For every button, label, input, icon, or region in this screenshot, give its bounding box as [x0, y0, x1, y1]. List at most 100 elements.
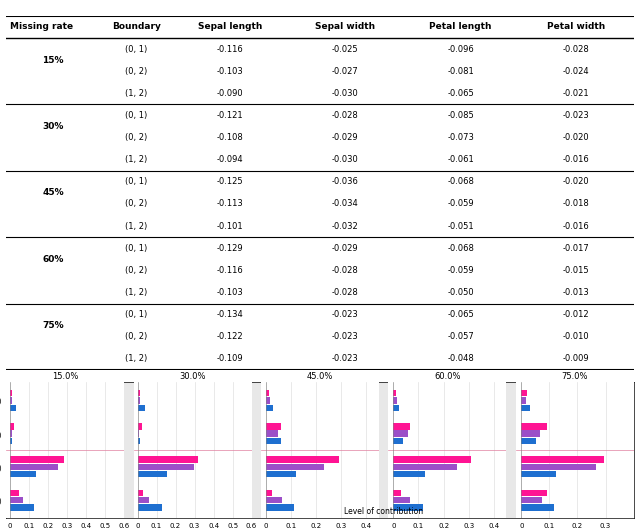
Text: -0.018: -0.018 [563, 199, 589, 208]
Bar [138, 431, 140, 437]
Bar [266, 423, 281, 430]
Text: -0.073: -0.073 [447, 133, 474, 142]
Text: Boundary: Boundary [112, 22, 161, 31]
Title: 30.0%: 30.0% [179, 372, 206, 381]
Bar [522, 397, 525, 404]
Text: -0.103: -0.103 [216, 288, 243, 297]
Text: -0.096: -0.096 [447, 44, 474, 53]
Text: -0.103: -0.103 [216, 67, 243, 76]
Text: -0.020: -0.020 [563, 177, 589, 186]
Bar [10, 457, 65, 463]
Text: (1, 2): (1, 2) [125, 354, 147, 363]
Text: -0.101: -0.101 [216, 222, 243, 231]
Text: (0, 1): (0, 1) [125, 111, 147, 120]
Text: -0.121: -0.121 [216, 111, 243, 120]
Text: Sepal length: Sepal length [198, 22, 262, 31]
Text: 30%: 30% [43, 122, 64, 131]
Text: -0.024: -0.024 [563, 67, 589, 76]
Text: -0.023: -0.023 [332, 310, 358, 319]
Text: Missing rate: Missing rate [10, 22, 73, 31]
Bar [522, 490, 547, 496]
Text: -0.012: -0.012 [563, 310, 589, 319]
Text: -0.025: -0.025 [332, 44, 358, 53]
Text: -0.057: -0.057 [447, 332, 474, 341]
Bar [394, 471, 425, 478]
Text: -0.090: -0.090 [216, 89, 243, 98]
Bar [522, 405, 531, 411]
Bar [394, 504, 423, 510]
Text: -0.027: -0.027 [332, 67, 358, 76]
Text: (0, 1): (0, 1) [125, 310, 147, 319]
Bar [266, 438, 281, 444]
Bar [266, 490, 273, 496]
Text: -0.113: -0.113 [216, 199, 243, 208]
Text: -0.009: -0.009 [563, 354, 589, 363]
Text: (0, 1): (0, 1) [125, 44, 147, 53]
Bar [394, 438, 403, 444]
Text: (0, 2): (0, 2) [125, 199, 147, 208]
Bar [266, 464, 324, 470]
Title: 15.0%: 15.0% [52, 372, 79, 381]
Text: -0.016: -0.016 [563, 155, 589, 164]
Text: -0.051: -0.051 [447, 222, 474, 231]
Bar [266, 431, 278, 437]
Bar [522, 504, 554, 510]
Text: -0.034: -0.034 [332, 199, 358, 208]
Text: -0.036: -0.036 [332, 177, 358, 186]
Text: (0, 1): (0, 1) [125, 177, 147, 186]
Text: -0.094: -0.094 [216, 155, 243, 164]
Bar [394, 497, 410, 504]
Bar [10, 504, 34, 510]
Bar [138, 405, 145, 411]
Bar [394, 490, 401, 496]
Bar [138, 490, 143, 496]
Text: -0.065: -0.065 [447, 310, 474, 319]
Bar [266, 397, 269, 404]
Text: -0.010: -0.010 [563, 332, 589, 341]
Bar [10, 423, 14, 430]
Text: -0.081: -0.081 [447, 67, 474, 76]
Text: -0.020: -0.020 [563, 133, 589, 142]
Bar [522, 457, 604, 463]
Bar [266, 390, 269, 396]
Bar [394, 457, 471, 463]
Bar [6, 16, 634, 38]
Text: -0.032: -0.032 [332, 222, 358, 231]
Text: (1, 2): (1, 2) [125, 155, 147, 164]
Title: 60.0%: 60.0% [434, 372, 461, 381]
Text: -0.065: -0.065 [447, 89, 474, 98]
Text: -0.116: -0.116 [216, 266, 243, 275]
Text: -0.122: -0.122 [216, 332, 243, 341]
Bar [394, 423, 410, 430]
Bar [10, 464, 58, 470]
Bar [522, 390, 527, 396]
Text: -0.029: -0.029 [332, 133, 358, 142]
Text: 15%: 15% [42, 56, 64, 65]
Text: 45%: 45% [42, 188, 64, 197]
Text: -0.023: -0.023 [563, 111, 589, 120]
Text: -0.050: -0.050 [447, 288, 474, 297]
Bar [394, 390, 396, 396]
Text: (1, 2): (1, 2) [125, 222, 147, 231]
Bar [522, 464, 596, 470]
Text: (1, 2): (1, 2) [125, 89, 147, 98]
Bar [10, 431, 12, 437]
Text: -0.030: -0.030 [332, 155, 358, 164]
Text: Petal length: Petal length [429, 22, 492, 31]
Text: -0.125: -0.125 [216, 177, 243, 186]
Bar [266, 497, 282, 504]
Text: -0.109: -0.109 [216, 354, 243, 363]
Bar [138, 504, 163, 510]
Bar [522, 423, 547, 430]
Bar [138, 423, 141, 430]
Bar [522, 471, 556, 478]
Text: 60%: 60% [43, 255, 64, 264]
Bar [266, 504, 294, 510]
Title: 75.0%: 75.0% [561, 372, 588, 381]
Bar [522, 497, 542, 504]
Bar [266, 471, 296, 478]
Bar [394, 405, 399, 411]
Text: -0.013: -0.013 [563, 288, 589, 297]
Text: Petal width: Petal width [547, 22, 605, 31]
Bar [10, 497, 23, 504]
